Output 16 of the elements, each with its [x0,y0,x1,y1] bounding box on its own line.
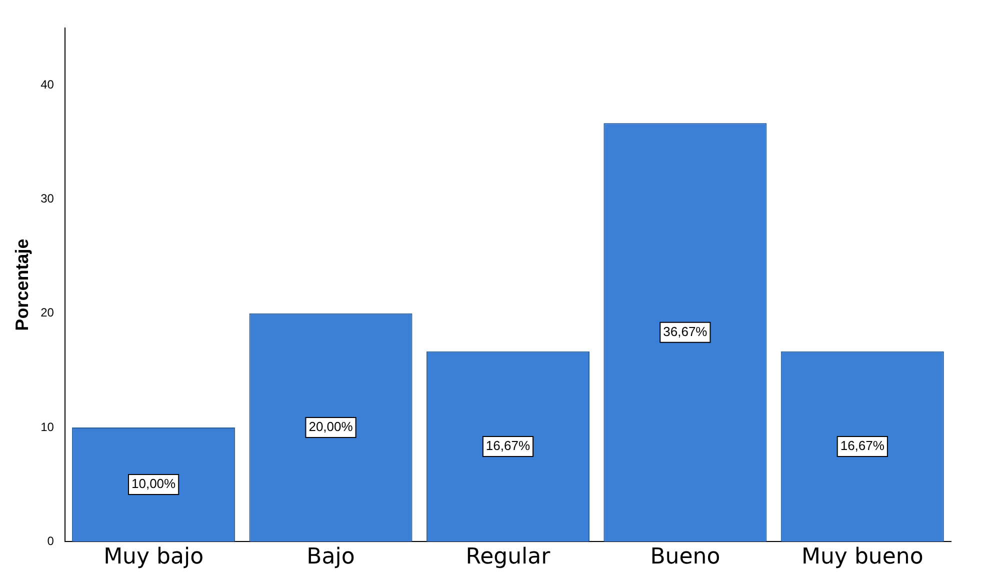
y-tick-label: 20 [40,306,54,320]
x-tick-label: Regular [466,544,552,570]
x-tick-label: Muy bueno [801,544,924,570]
x-tick-label: Bajo [306,544,355,570]
y-tick-label: 40 [40,77,54,92]
y-tick-label: 10 [40,420,54,434]
data-label: 16,67% [486,438,530,454]
x-tick-label: Muy bajo [104,544,204,570]
data-label: 10,00% [132,476,176,492]
data-label: 16,67% [840,438,885,454]
y-tick-label: 0 [47,534,54,548]
data-label: 20,00% [308,419,354,434]
data-label: 36,67% [663,324,708,339]
y-axis-title: Porcentaje [12,238,32,331]
x-tick-label: Bueno [650,544,720,570]
y-tick-label: 30 [40,192,54,206]
